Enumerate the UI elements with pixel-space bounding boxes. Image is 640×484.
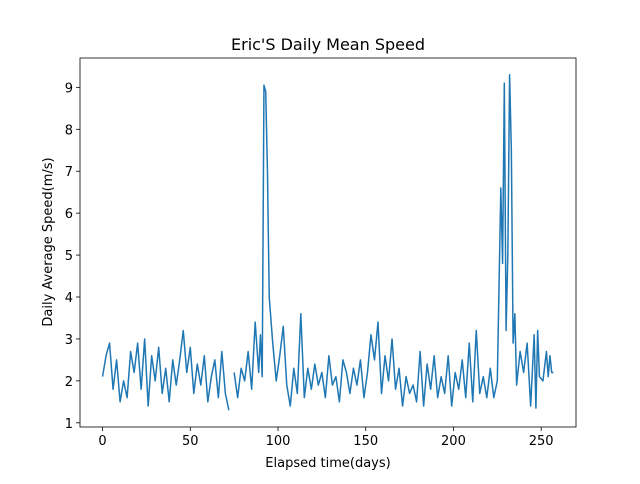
chart-title: Eric'S Daily Mean Speed [231, 35, 425, 54]
y-tick-label: 1 [65, 417, 73, 432]
x-tick-label: 50 [182, 434, 199, 449]
y-tick-label: 5 [65, 249, 73, 264]
y-tick-label: 2 [65, 375, 73, 390]
y-tick-label: 7 [65, 165, 73, 180]
y-axis-label: Daily Average Speed(m/s) [41, 157, 56, 326]
x-tick-label: 0 [98, 434, 106, 449]
y-tick-label: 4 [65, 291, 73, 306]
plot-frame [79, 57, 577, 428]
y-tick-label: 3 [65, 333, 73, 348]
x-tick-label: 100 [266, 434, 291, 449]
data-line [101, 74, 554, 411]
x-tick-label: 250 [529, 434, 554, 449]
y-tick-label: 6 [65, 207, 73, 222]
x-tick-label: 200 [441, 434, 466, 449]
x-axis-label: Elapsed time(days) [265, 456, 390, 471]
x-tick-label: 150 [353, 434, 378, 449]
y-tick-label: 9 [65, 81, 73, 96]
y-tick-label: 8 [65, 123, 73, 138]
